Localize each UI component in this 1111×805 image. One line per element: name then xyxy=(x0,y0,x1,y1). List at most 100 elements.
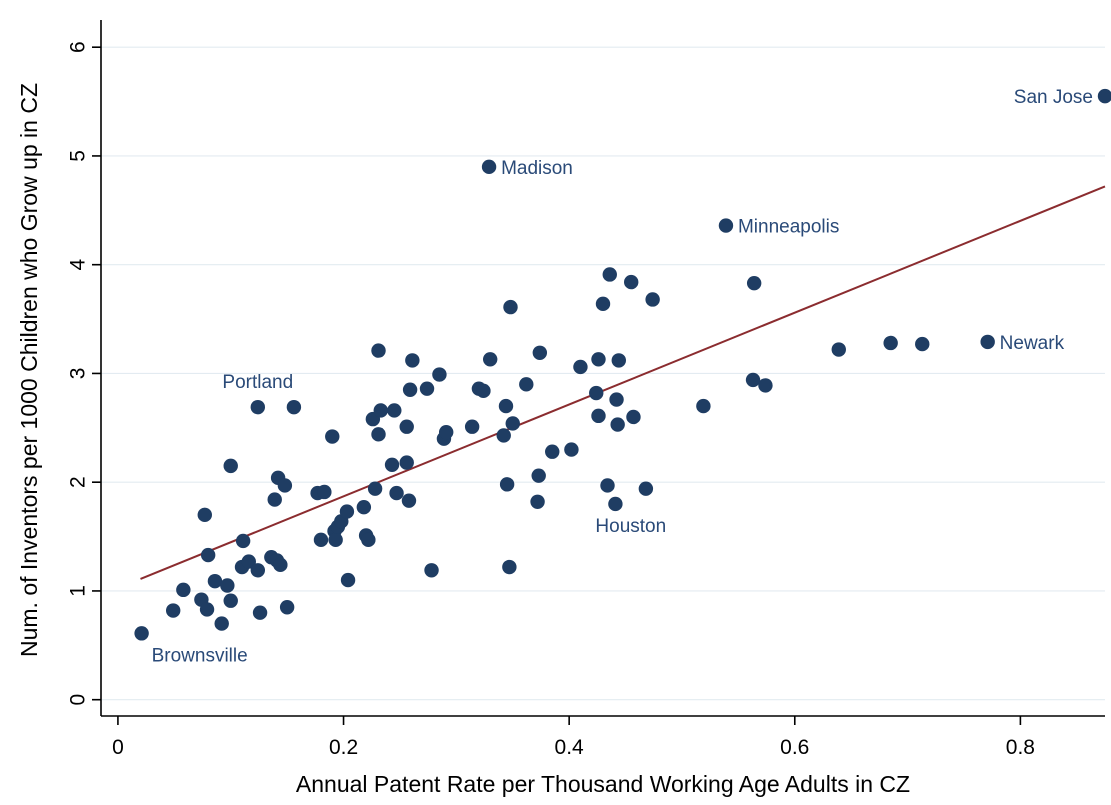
data-point-86 xyxy=(626,409,641,425)
data-point-48 xyxy=(399,455,414,470)
data-point-93 xyxy=(758,378,773,393)
data-point-19 xyxy=(267,492,282,507)
x-tick-label: 0.2 xyxy=(329,736,358,759)
data-point-98 xyxy=(1097,88,1111,104)
y-axis-title: Num. of Inventors per 1000 Children who … xyxy=(16,83,42,657)
data-point-76 xyxy=(591,352,606,367)
data-point-45 xyxy=(387,403,402,418)
x-tick-label: 0 xyxy=(112,736,124,759)
data-point-16 xyxy=(250,563,266,578)
data-point-83 xyxy=(610,417,625,432)
data-point-92 xyxy=(746,275,762,291)
point-label-newark: Newark xyxy=(1000,333,1065,354)
data-point-70 xyxy=(531,468,546,483)
data-point-8 xyxy=(214,616,229,631)
data-point-73 xyxy=(564,442,579,457)
data-point-67 xyxy=(505,416,520,431)
data-point-62 xyxy=(496,428,511,443)
data-point-41 xyxy=(371,427,386,442)
data-point-94 xyxy=(831,342,846,357)
data-point-71 xyxy=(532,345,548,360)
fit-line-group xyxy=(140,185,1106,580)
point-label-madison: Madison xyxy=(501,158,573,179)
data-point-22 xyxy=(273,557,288,573)
data-point-40 xyxy=(367,481,383,496)
data-point-29 xyxy=(325,429,340,444)
data-point-24 xyxy=(279,600,295,615)
data-point-35 xyxy=(340,572,356,588)
data-point-27 xyxy=(313,532,329,548)
data-point-25 xyxy=(286,399,302,415)
data-point-78 xyxy=(595,296,611,312)
x-axis-title: Annual Patent Rate per Thousand Working … xyxy=(296,771,910,797)
data-point-7 xyxy=(207,573,223,589)
y-tick-label: 0 xyxy=(67,694,90,706)
data-point-63 xyxy=(498,398,514,414)
axes xyxy=(100,20,1105,717)
data-point-15 xyxy=(250,399,266,415)
fit-line xyxy=(140,185,1106,580)
data-point-82 xyxy=(609,392,624,407)
data-point-57 xyxy=(464,419,480,434)
data-point-23 xyxy=(277,478,293,493)
point-label-san-jose: San Jose xyxy=(1014,87,1093,108)
data-point-34 xyxy=(339,504,355,519)
y-tick-label: 6 xyxy=(67,41,90,53)
y-tick-label: 3 xyxy=(67,368,90,380)
y-tick-label: 4 xyxy=(67,259,90,271)
x-tick-label: 0.6 xyxy=(780,736,809,759)
data-point-59 xyxy=(476,383,491,399)
data-point-54 xyxy=(432,367,447,382)
data-point-56 xyxy=(438,424,454,440)
data-point-53 xyxy=(424,563,439,578)
data-point-79 xyxy=(600,478,615,493)
data-points xyxy=(134,88,1111,641)
data-point-13 xyxy=(235,533,251,549)
data-point-43 xyxy=(373,403,388,418)
y-tick-label: 5 xyxy=(67,150,90,162)
data-point-17 xyxy=(252,605,268,620)
data-point-28 xyxy=(317,484,332,500)
data-point-52 xyxy=(419,381,435,396)
data-point-2 xyxy=(176,582,191,598)
data-point-69 xyxy=(530,494,545,509)
point-label-houston: Houston xyxy=(595,516,666,537)
y-tick-label: 2 xyxy=(67,476,90,488)
data-point-6 xyxy=(200,547,216,563)
point-label-portland: Portland xyxy=(222,372,293,393)
data-point-1 xyxy=(165,603,181,618)
x-tick-label: 0.4 xyxy=(555,736,585,759)
data-point-61 xyxy=(481,159,497,175)
data-point-90 xyxy=(718,218,734,233)
data-point-0 xyxy=(134,626,149,641)
point-label-brownsville: Brownsville xyxy=(152,645,248,666)
point-labels: San Jose Madison Minneapolis Newark Portland… xyxy=(152,87,1093,666)
data-point-72 xyxy=(545,444,560,459)
data-point-65 xyxy=(502,559,517,575)
x-tick-label: 0.8 xyxy=(1006,736,1035,759)
data-point-42 xyxy=(371,343,386,358)
data-point-81 xyxy=(608,496,623,512)
data-point-91 xyxy=(745,372,761,388)
data-point-46 xyxy=(389,485,404,501)
data-point-89 xyxy=(696,398,711,414)
point-label-minneapolis: Minneapolis xyxy=(738,217,839,238)
data-point-51 xyxy=(405,353,420,368)
data-point-14 xyxy=(241,554,256,569)
data-point-66 xyxy=(503,299,518,315)
y-tick-label: 1 xyxy=(67,585,90,597)
data-point-85 xyxy=(624,274,639,290)
data-point-10 xyxy=(223,593,238,608)
data-point-50 xyxy=(402,382,418,397)
data-point-11 xyxy=(223,458,238,474)
data-point-80 xyxy=(602,267,617,282)
data-point-60 xyxy=(482,352,498,367)
data-point-95 xyxy=(883,335,898,351)
data-point-47 xyxy=(399,419,414,434)
data-point-75 xyxy=(589,385,604,401)
data-point-9 xyxy=(220,578,235,593)
data-point-36 xyxy=(356,500,372,515)
data-point-5 xyxy=(199,602,215,617)
data-point-64 xyxy=(499,477,515,492)
data-point-88 xyxy=(645,292,660,307)
